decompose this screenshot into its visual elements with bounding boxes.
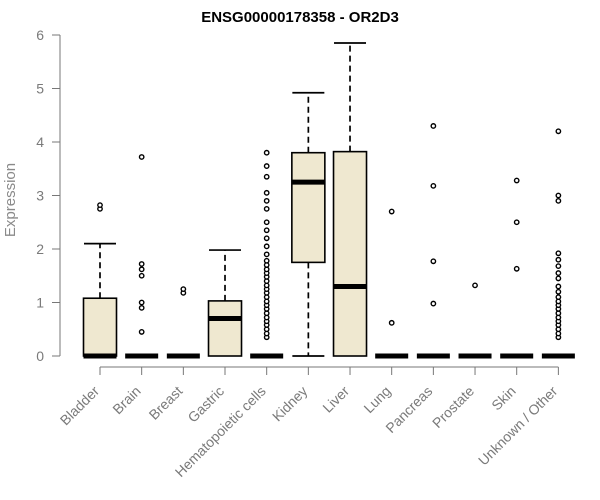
outlier-point [555,288,562,295]
outlier-point [555,256,562,263]
outlier-point [555,294,562,301]
outlier-point [555,250,562,257]
box-group: Pancreas [382,123,450,436]
outlier-point [263,257,270,264]
box-group: Liver [319,42,368,416]
outlier-point [263,163,270,169]
y-tick-label: 5 [36,81,44,97]
outlier-point [430,123,437,129]
outlier-point [388,319,395,326]
y-tick-label: 6 [36,27,44,43]
box-body [82,297,118,357]
chart-title: ENSG00000178358 - OR2D3 [201,9,399,26]
outlier-point [138,272,145,279]
outlier-point [138,304,145,311]
outlier-point [555,128,562,135]
outlier-point [138,299,145,306]
y-tick-label: 4 [36,134,44,150]
outlier-point [263,205,270,212]
outlier-point [263,149,270,156]
outlier-point [555,263,562,270]
x-tick-label: Skin [488,383,519,414]
box-body [207,300,243,357]
x-tick-label: Lung [360,383,393,416]
outlier-point [263,197,270,204]
outlier-point [555,283,562,290]
y-tick-label: 2 [36,241,44,257]
y-tick-label: 1 [36,295,44,311]
outlier-point [430,258,437,265]
y-tick-label: 3 [36,188,44,204]
box-group: Bladder [57,202,118,429]
x-tick-label: Unknown / Other [475,383,561,469]
outlier-point [555,197,562,204]
outlier-point [263,219,270,226]
outlier-point [472,282,478,289]
outlier-point [263,243,270,250]
outlier-point [555,275,562,282]
box-body [332,150,368,357]
outlier-point [430,300,437,307]
outlier-point [263,227,270,234]
box-group: Lung [360,208,409,416]
outlier-point [513,265,520,272]
y-tick-label: 0 [36,348,44,364]
outlier-point [138,261,145,267]
x-tick-label: Liver [319,383,352,416]
box-group: Skin [488,177,534,414]
outlier-point [138,154,145,160]
outlier-point [555,270,562,276]
outlier-point [388,208,395,215]
outlier-point [180,286,187,293]
outlier-point [430,182,437,189]
box-group: Kidney [269,91,326,425]
x-tick-label: Breast [146,383,186,423]
outlier-point [263,251,270,258]
x-tick-label: Prostate [429,383,477,431]
box-body [291,151,326,264]
y-axis-label: Expression [2,163,19,237]
outlier-point [513,219,520,226]
outlier-point [263,173,270,180]
outlier-point [138,266,145,273]
outlier-point [555,192,562,199]
outlier-point [513,177,520,184]
x-tick-label: Kidney [269,383,311,425]
outlier-point [138,329,145,335]
box-group: Gastric [184,249,243,425]
outlier-point [263,189,270,196]
x-tick-label: Bladder [57,383,103,429]
box-group: Brain [109,154,159,417]
outlier-point [97,202,103,209]
outlier-point [263,235,270,242]
box-group: Unknown / Other [475,128,575,469]
x-tick-label: Brain [109,383,143,417]
